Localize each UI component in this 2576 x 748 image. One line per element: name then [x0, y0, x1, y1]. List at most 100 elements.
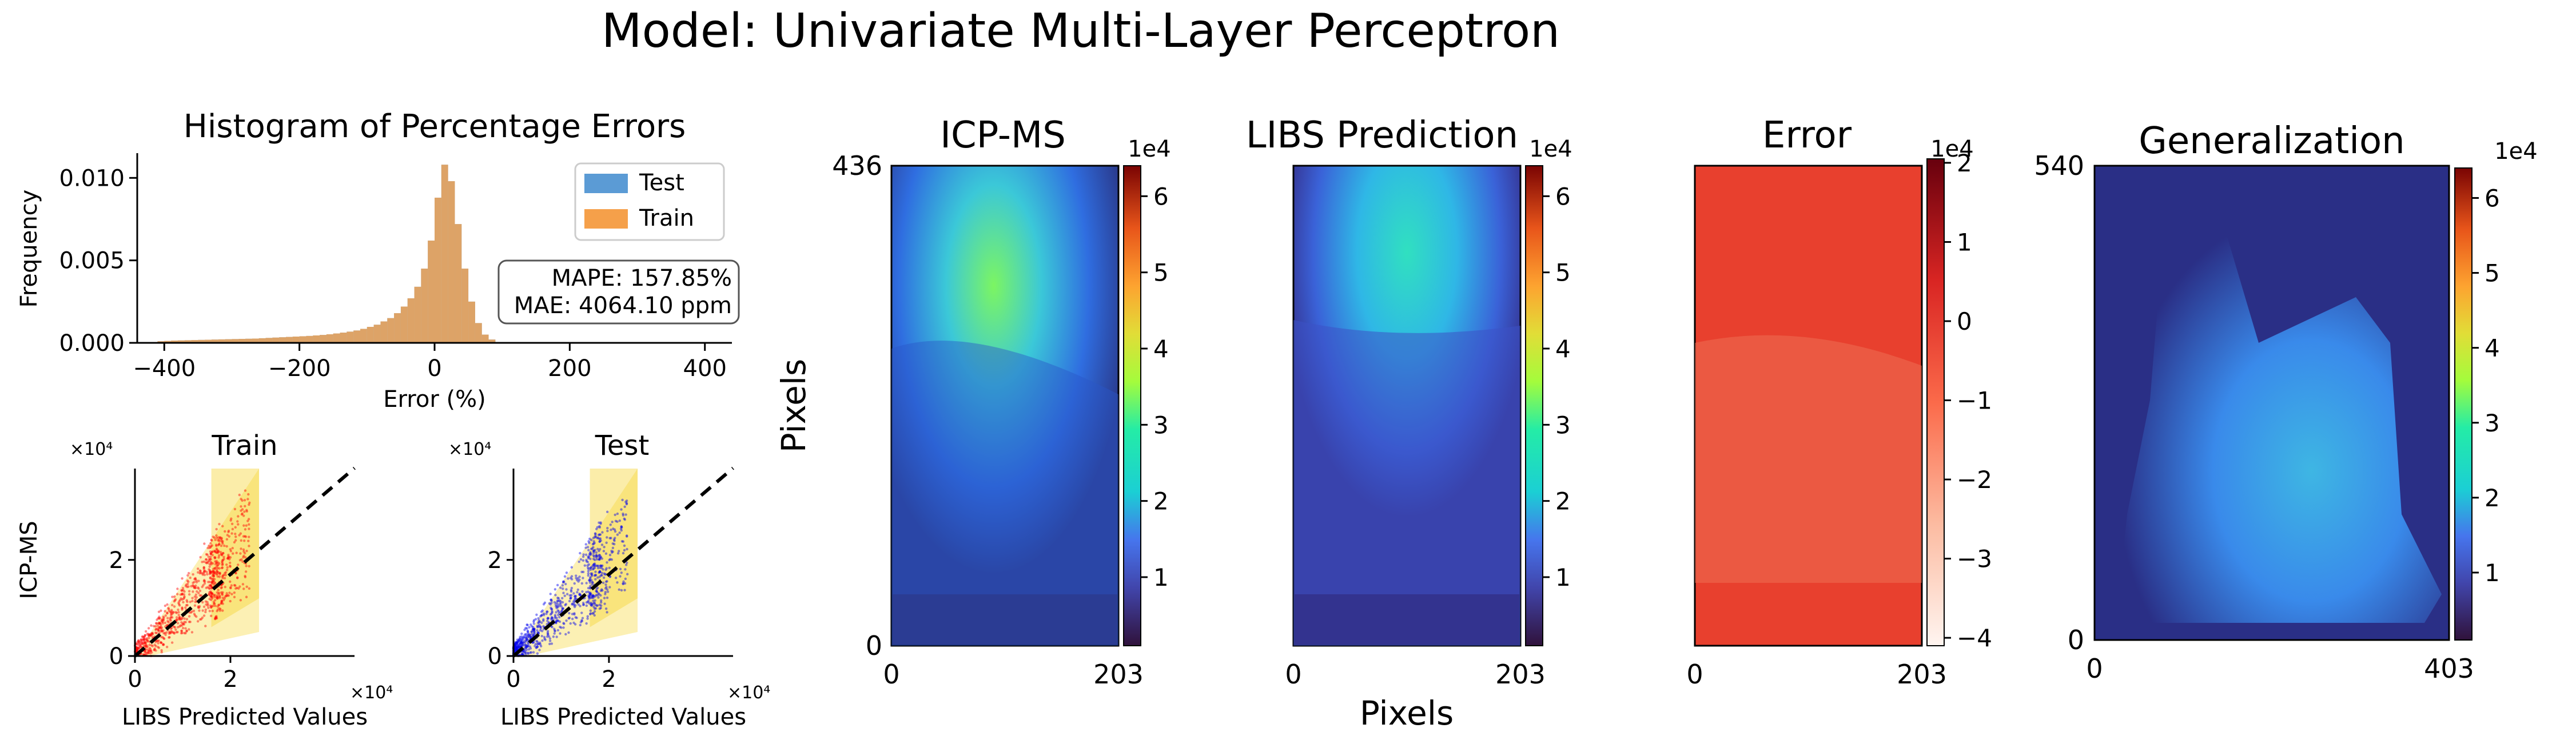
x-tick-label: 0	[128, 666, 142, 693]
scatter-point	[600, 557, 604, 560]
scatter-point	[138, 641, 141, 643]
scatter-point	[218, 554, 221, 557]
scatter-point	[234, 587, 237, 590]
scatter-point	[559, 632, 562, 635]
scatter-point	[553, 601, 556, 604]
scatter-point	[562, 580, 565, 583]
scatter-point	[517, 639, 520, 642]
scatter-point	[185, 630, 188, 633]
scatter-point	[539, 641, 542, 644]
scatter-point	[539, 645, 543, 647]
scatter-point	[210, 585, 213, 589]
scatter-point	[514, 645, 517, 648]
scatter-point	[584, 543, 587, 546]
histogram-bar	[387, 318, 395, 343]
scatter-point	[574, 595, 576, 598]
scatter-point	[168, 636, 170, 639]
scatter-point	[578, 575, 581, 578]
scatter-point	[148, 643, 151, 646]
scatter-point	[600, 574, 603, 577]
scatter-point	[146, 651, 150, 655]
scatter-point	[562, 626, 565, 629]
scatter-point	[616, 581, 619, 584]
scatter-point	[201, 609, 204, 612]
scatter-point	[212, 583, 216, 586]
colorbar-tick-label: −2	[1957, 466, 1992, 494]
scatter-point	[567, 631, 570, 634]
scatter-point	[530, 625, 533, 628]
scatter-point	[592, 546, 595, 549]
scatter-point	[245, 595, 248, 598]
scatter-point	[582, 555, 585, 558]
scatter-point	[539, 643, 542, 646]
scatter-point	[616, 533, 619, 536]
scatter-point	[585, 558, 588, 562]
scatter-point	[524, 645, 527, 648]
scatter-point	[147, 649, 150, 653]
scatter-point	[203, 570, 206, 573]
scatter-point	[141, 640, 144, 643]
scatter-point	[136, 641, 138, 644]
scatter-point	[148, 647, 151, 650]
scatter-point	[193, 581, 196, 583]
scatter-point	[574, 623, 577, 626]
scatter-point	[559, 625, 562, 629]
scatter-point	[587, 572, 590, 575]
scatter-point	[219, 551, 222, 554]
scatter-point	[599, 594, 602, 597]
scatter-point	[227, 554, 230, 557]
scatter-point	[516, 645, 519, 649]
scatter-point	[519, 642, 522, 645]
scatter-point	[180, 621, 183, 624]
scatter-point	[568, 599, 571, 603]
scatter-point	[218, 567, 221, 570]
scatter-point	[242, 554, 245, 558]
scatter-point	[160, 635, 163, 639]
scatter-point	[548, 639, 552, 642]
train-ylabel: ICP-MS	[16, 521, 42, 599]
scatter-point	[218, 536, 222, 539]
scatter-point	[534, 618, 538, 621]
scatter-point	[603, 572, 606, 575]
scatter-point	[165, 645, 169, 649]
scatter-point	[160, 641, 162, 644]
scatter-point	[142, 635, 146, 638]
scatter-point	[185, 629, 188, 633]
scatter-point	[187, 571, 190, 575]
generalization-xtick-right: 403	[2424, 653, 2474, 684]
scatter-point	[562, 622, 565, 625]
scatter-point	[210, 595, 213, 598]
scatter-point	[520, 641, 523, 645]
scatter-point	[525, 638, 528, 641]
scatter-point	[513, 641, 517, 644]
histogram-bar	[448, 181, 455, 343]
scatter-point	[164, 621, 167, 625]
scatter-point	[574, 595, 576, 598]
scatter-point	[592, 563, 595, 566]
scatter-point	[515, 647, 519, 650]
scatter-point	[203, 542, 206, 545]
scatter-point	[169, 631, 172, 635]
scatter-point	[611, 550, 614, 553]
scatter-point	[516, 641, 519, 645]
scatter-point	[546, 617, 549, 620]
scatter-point	[170, 610, 173, 613]
scatter-point	[577, 580, 580, 583]
scatter-point	[209, 595, 212, 598]
scatter-point	[545, 612, 548, 615]
scatter-point	[598, 558, 600, 561]
histogram-bar	[306, 335, 313, 343]
scatter-point	[209, 546, 212, 549]
train-y-ticks: 02	[109, 547, 135, 670]
scatter-point	[599, 548, 602, 551]
scatter-point	[595, 527, 598, 531]
scatter-point	[177, 618, 180, 621]
scatter-point	[547, 633, 550, 635]
scatter-point	[209, 584, 213, 587]
scatter-point	[626, 573, 629, 575]
train-xlabel: LIBS Predicted Values	[122, 704, 368, 730]
scatter-point	[187, 580, 190, 583]
scatter-point	[213, 578, 216, 581]
scatter-point	[157, 642, 160, 645]
scatter-point	[245, 524, 248, 527]
